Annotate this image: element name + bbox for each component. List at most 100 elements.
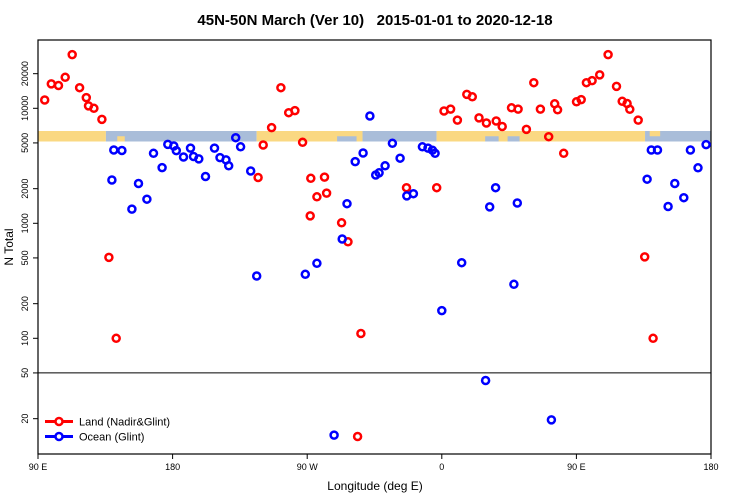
- data-point-ocean: [178, 152, 189, 162]
- band-segment-land: [436, 131, 646, 142]
- data-point-land: [53, 80, 64, 91]
- legend: Land (Nadir&Glint) Ocean (Glint): [45, 417, 170, 444]
- data-point-land: [253, 172, 263, 183]
- legend-label: Land (Nadir&Glint): [79, 417, 170, 429]
- data-point-ocean: [235, 142, 246, 152]
- y-tick-label: 2000: [20, 179, 30, 199]
- data-point-land: [321, 188, 332, 198]
- data-point-ocean: [430, 148, 440, 159]
- y-tick-label: 500: [20, 250, 30, 265]
- data-point-ocean: [380, 161, 390, 171]
- data-point-ocean: [133, 178, 144, 189]
- data-point-land: [305, 211, 315, 221]
- data-point-land: [639, 252, 650, 262]
- data-point-land: [467, 92, 478, 102]
- data-point-land: [552, 105, 563, 115]
- data-point-land: [535, 104, 546, 114]
- data-point-land: [97, 114, 107, 125]
- legend-marker: [54, 431, 64, 442]
- data-point-ocean: [185, 143, 196, 153]
- band-speck-ocean: [485, 136, 499, 142]
- data-point-land: [297, 137, 308, 148]
- data-point-ocean: [490, 182, 501, 193]
- data-point-land: [336, 218, 347, 228]
- band-segment-ocean: [105, 131, 257, 142]
- data-point-ocean: [642, 174, 652, 184]
- legend-label: Ocean (Glint): [79, 432, 144, 444]
- data-point-ocean: [509, 279, 519, 290]
- band-speck-ocean: [507, 136, 520, 142]
- data-point-land: [633, 115, 643, 125]
- data-point-land: [111, 333, 121, 344]
- data-point-ocean: [480, 375, 491, 386]
- data-point-land: [319, 172, 330, 182]
- y-tick-label: 20: [20, 414, 30, 424]
- x-tick-label: 180: [165, 462, 180, 472]
- x-tick-label: 90 E: [567, 462, 586, 472]
- data-point-land: [81, 92, 92, 103]
- data-point-land: [258, 140, 268, 150]
- x-tick-label: 0: [439, 462, 444, 472]
- data-point-ocean: [300, 269, 311, 280]
- band-segment-land: [38, 131, 106, 142]
- data-point-ocean: [209, 143, 220, 153]
- data-point-land: [290, 105, 300, 116]
- y-tick-label: 10000: [20, 96, 30, 121]
- data-point-land: [431, 182, 442, 193]
- data-point-ocean: [350, 156, 360, 167]
- coastline-band: [38, 131, 711, 142]
- data-point-ocean: [679, 192, 689, 203]
- data-point-ocean: [358, 148, 368, 158]
- data-point-land: [513, 104, 523, 114]
- data-point-land: [587, 75, 597, 86]
- x-tick-label: 180: [703, 462, 718, 472]
- data-point-ocean: [546, 415, 557, 425]
- data-point-ocean: [127, 204, 137, 214]
- data-point-ocean: [512, 198, 523, 208]
- data-point-ocean: [329, 430, 339, 440]
- legend-marker: [54, 416, 64, 427]
- data-point-land: [60, 72, 70, 83]
- data-point-ocean: [223, 161, 234, 171]
- data-point-land: [266, 122, 277, 133]
- data-point-ocean: [200, 171, 211, 182]
- data-point-land: [104, 252, 114, 263]
- data-point-ocean: [194, 154, 204, 164]
- data-point-ocean: [693, 163, 703, 173]
- data-point-ocean: [157, 162, 167, 173]
- data-point-land: [648, 333, 658, 344]
- y-tick-label: 5000: [20, 133, 30, 153]
- data-point-land: [352, 431, 363, 442]
- data-point-ocean: [171, 145, 182, 156]
- data-point-ocean: [148, 148, 159, 159]
- data-point-land: [521, 124, 532, 135]
- data-point-land: [603, 49, 613, 60]
- data-point-ocean: [374, 168, 384, 178]
- data-point-land: [46, 79, 57, 89]
- data-point-land: [74, 82, 85, 93]
- x-tick-label: 90 E: [29, 462, 48, 472]
- band-speck-land: [649, 131, 661, 137]
- data-point-land: [312, 192, 322, 202]
- data-point-ocean: [685, 145, 696, 155]
- data-point-land: [576, 94, 586, 105]
- y-tick-label: 1000: [20, 213, 30, 233]
- data-point-land: [306, 173, 316, 184]
- band-speck-ocean: [337, 136, 357, 142]
- data-point-land: [491, 116, 501, 126]
- data-point-land: [401, 182, 412, 193]
- data-point-land: [39, 95, 50, 105]
- data-point-land: [67, 49, 77, 60]
- data-point-ocean: [701, 139, 711, 150]
- data-point-land: [594, 70, 605, 80]
- data-point-land: [611, 81, 622, 92]
- data-point-land: [356, 328, 366, 339]
- axes: 20 50 100 200 500 1000 2000 5000 10000 20000 90 E 1…: [20, 39, 719, 472]
- y-tick-label: 20000: [20, 61, 30, 86]
- data-point-land: [625, 104, 635, 115]
- data-point-ocean: [408, 188, 419, 199]
- chart-title: 45N-50N March (Ver 10) 2015-01-01 to 202…: [197, 12, 553, 29]
- data-point-ocean: [109, 145, 119, 155]
- x-axis-title: Longitude (deg E): [327, 479, 422, 493]
